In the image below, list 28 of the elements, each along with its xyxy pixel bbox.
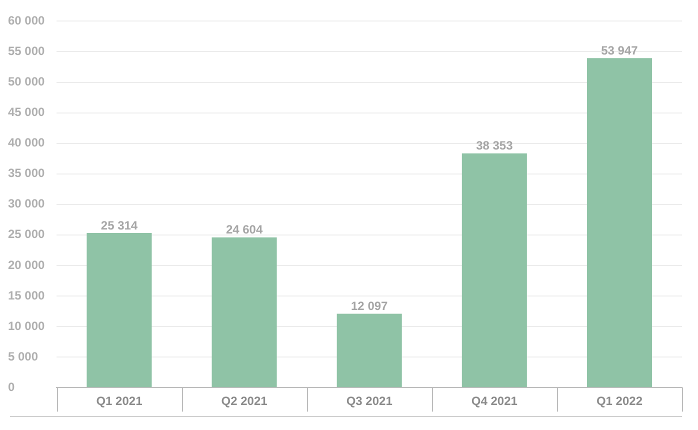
bar xyxy=(462,153,527,388)
y-tick-label: 50 000 xyxy=(8,74,46,89)
data-label: 12 097 xyxy=(351,299,388,314)
y-tick-label: 55 000 xyxy=(8,44,46,58)
x-tick-label: Q3 2021 xyxy=(346,394,393,408)
y-tick-label: 5 000 xyxy=(8,349,38,364)
data-label: 53 947 xyxy=(601,43,638,58)
y-tick-label: 40 000 xyxy=(8,136,46,150)
data-label: 38 353 xyxy=(476,138,514,153)
x-tick-label: Q1 2022 xyxy=(596,394,643,408)
bar xyxy=(336,314,402,388)
x-tick-label: Q2 2021 xyxy=(221,394,268,408)
bar xyxy=(586,58,652,388)
y-tick-label: 60 000 xyxy=(8,14,46,28)
data-label: 24 604 xyxy=(226,222,263,237)
x-tick-label: Q4 2021 xyxy=(471,394,518,408)
y-tick-label: 0 xyxy=(8,380,15,394)
x-tick-label: Q1 2021 xyxy=(96,394,143,408)
bar xyxy=(86,233,152,388)
y-tick-label: 30 000 xyxy=(8,196,46,211)
data-label: 25 314 xyxy=(100,218,138,232)
y-tick-label: 25 000 xyxy=(8,227,46,242)
y-tick-label: 45 000 xyxy=(8,105,46,120)
y-tick-label: 15 000 xyxy=(8,288,46,302)
y-tick-label: 35 000 xyxy=(8,166,46,180)
y-tick-label: 20 000 xyxy=(8,258,46,272)
y-tick-label: 10 000 xyxy=(8,318,46,333)
bar xyxy=(212,237,277,388)
